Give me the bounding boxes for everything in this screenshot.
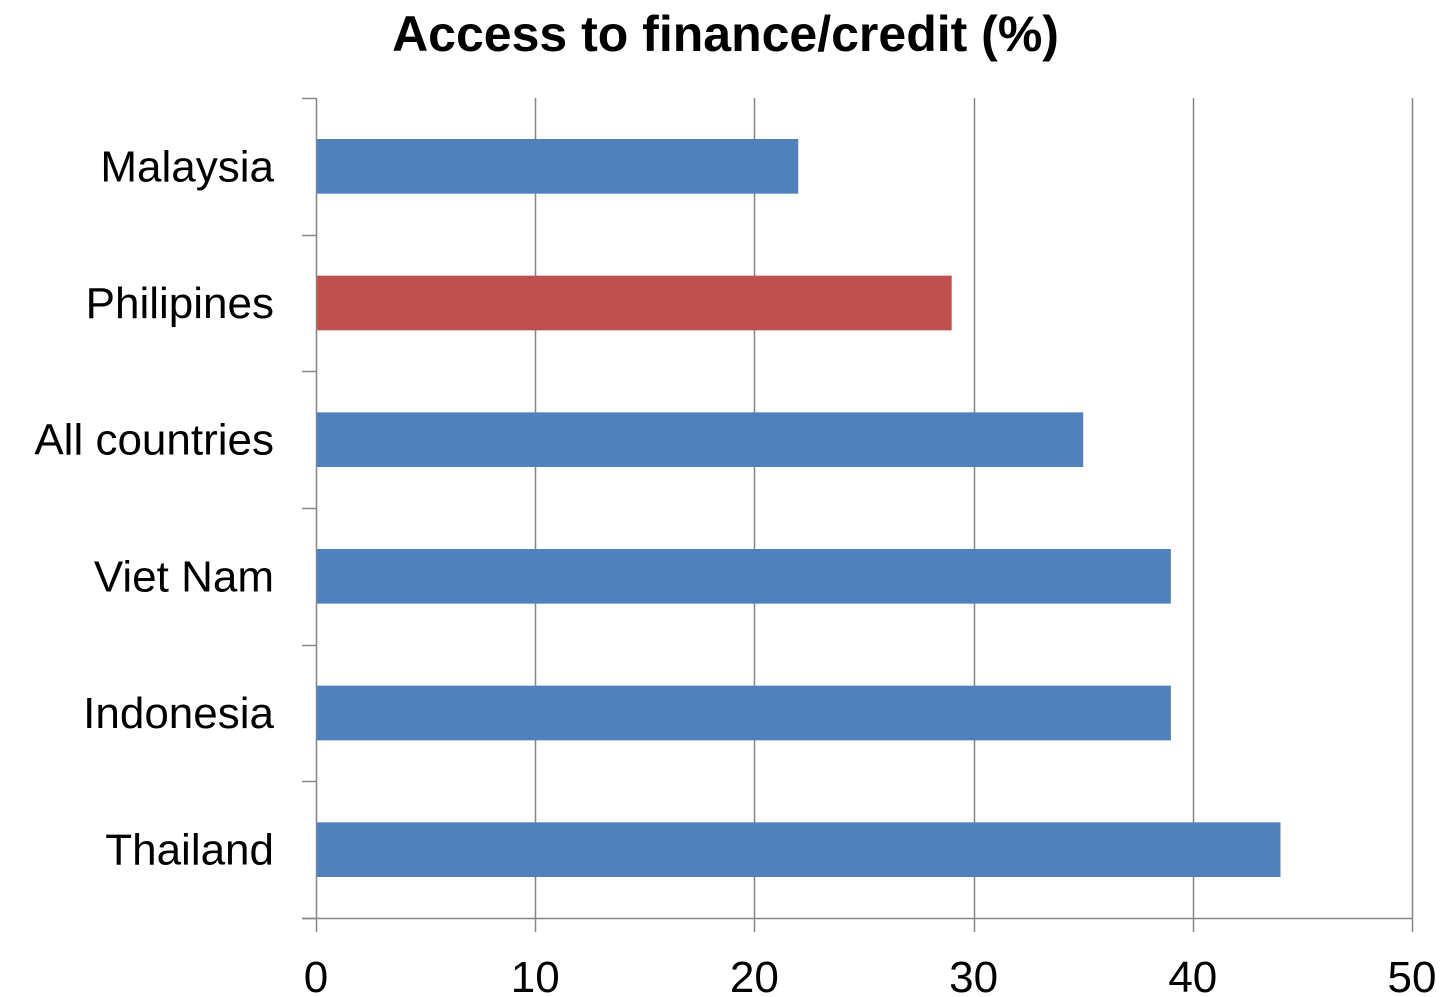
category-label: Viet Nam xyxy=(94,552,274,601)
category-label: Philipines xyxy=(86,279,274,328)
chart-title: Access to finance/credit (%) xyxy=(392,6,1059,62)
category-label: Thailand xyxy=(105,826,274,875)
category-label: Malaysia xyxy=(100,142,274,191)
bar-thailand xyxy=(316,822,1281,877)
category-label: All countries xyxy=(34,416,274,465)
x-tick-label: 50 xyxy=(1388,953,1437,997)
bar-viet-nam xyxy=(316,549,1171,604)
x-tick-label: 40 xyxy=(1168,953,1217,997)
x-tick-label: 30 xyxy=(949,953,998,997)
category-label: Indonesia xyxy=(83,689,274,738)
x-tick-label: 0 xyxy=(304,953,328,997)
x-tick-label: 20 xyxy=(730,953,779,997)
bar-malaysia xyxy=(316,139,799,194)
x-tick-label: 10 xyxy=(511,953,560,997)
bar-all-countries xyxy=(316,412,1084,467)
bar-philipines xyxy=(316,275,952,331)
bar-indonesia xyxy=(316,685,1171,741)
